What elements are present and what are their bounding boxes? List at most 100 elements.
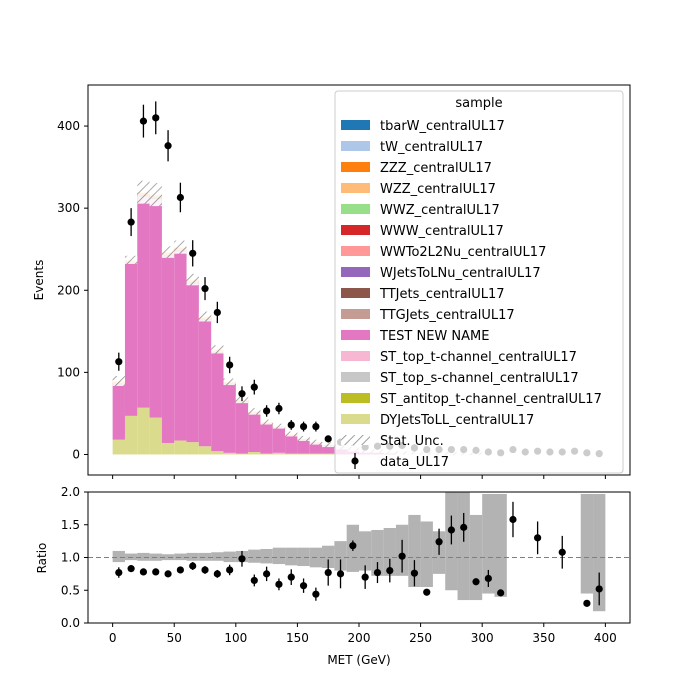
ratio-point-3 — [152, 568, 160, 576]
legend-entry-15-label: Stat. Unc. — [380, 434, 444, 449]
ratio-band-bin-0 — [112, 550, 125, 563]
ratio-band-bin-30 — [482, 493, 495, 594]
ratio-band-bin-1 — [124, 553, 138, 561]
legend-entry-11-swatch — [341, 351, 370, 361]
ratio-band-bin-21 — [371, 529, 384, 576]
ratio-band-bin-31 — [494, 493, 507, 597]
ratio-point-26 — [435, 538, 443, 546]
stat-unc-bin-12 — [260, 419, 273, 425]
data-point-16 — [312, 422, 320, 431]
legend-entry-13-swatch — [341, 393, 370, 403]
legend-box — [334, 90, 624, 474]
ratio-point-9 — [226, 566, 234, 574]
ratio-band-bin-22 — [383, 528, 396, 576]
ratio-band-bin-25 — [420, 521, 433, 587]
stat-unc-bin-9 — [223, 378, 236, 386]
ratio-point-11 — [250, 576, 258, 585]
ratio-band-bin-2 — [137, 552, 150, 561]
legend-entry-9-swatch — [341, 309, 370, 319]
x-tick-label-8: 400 — [594, 631, 617, 645]
legend-entry-11-label: ST_top_t-channel_centralUL17 — [380, 350, 577, 365]
legend-entry-5-swatch — [341, 225, 370, 235]
bar-test-new-name-5 — [174, 251, 187, 441]
y-tick-label-3: 300 — [57, 201, 80, 215]
data-point-0 — [115, 358, 123, 366]
legend-entry-12-label: ST_top_s-channel_centralUL17 — [380, 371, 579, 386]
legend-entry-8-swatch — [341, 288, 370, 298]
bar-dyjetstoll-centralul17-7 — [198, 446, 212, 455]
ratio-point-32 — [509, 515, 517, 524]
data-point-15 — [299, 422, 308, 431]
legend-entry-6-swatch — [341, 246, 370, 256]
stacked-bars — [112, 192, 495, 455]
bar-dyjetstoll-centralul17-10 — [235, 453, 249, 455]
ratio-point-31 — [497, 589, 505, 597]
ratio-point-22 — [386, 567, 394, 575]
ratio-point-12 — [263, 570, 271, 578]
ratio-point-36 — [595, 585, 603, 593]
stat-unc-bin-0 — [112, 376, 125, 386]
ratio-point-0 — [115, 568, 123, 577]
legend-entry-12-swatch — [341, 372, 370, 382]
bar-test-new-name-8 — [211, 353, 224, 452]
x-tick-label-5: 250 — [409, 631, 432, 645]
legend-entry-6-label: WWTo2L2Nu_centralUL17 — [380, 245, 546, 260]
bar-dyjetstoll-centralul17-8 — [211, 451, 224, 455]
legend-entry-2-swatch — [341, 162, 370, 172]
x-tick-label-0: 0 — [109, 631, 117, 645]
data-point-3 — [152, 114, 160, 122]
ratio-band-bin-9 — [223, 551, 236, 563]
legend-title: sample — [455, 96, 502, 111]
data-point-14 — [287, 421, 295, 429]
stat-unc-bin-7 — [198, 311, 212, 322]
legend-entry-10-swatch — [341, 330, 370, 340]
stat-unc-bin-8 — [211, 345, 224, 354]
ratio-y-axis-label: Ratio — [35, 543, 49, 574]
legend-entry-1-swatch — [341, 141, 370, 151]
ratio-point-24 — [410, 569, 419, 577]
bar-dyjetstoll-centralul17-3 — [149, 417, 162, 455]
bar-test-new-name-17 — [322, 445, 335, 454]
ratio-point-4 — [164, 570, 172, 578]
ratio-band-bin-24 — [408, 514, 421, 587]
stat-unc-bin-14 — [285, 431, 298, 437]
bar-dyjetstoll-centralul17-11 — [248, 452, 261, 455]
ratio-band-bin-28 — [457, 492, 470, 601]
bar-test-new-name-2 — [137, 196, 150, 408]
bar-dyjetstoll-centralul17-12 — [260, 453, 273, 455]
x-tick-label-3: 150 — [286, 631, 309, 645]
stat-unc-bin-11 — [248, 408, 261, 415]
ratio-unc-band — [112, 492, 606, 612]
legend-entry-5-label: WWW_centralUL17 — [380, 224, 504, 239]
bar-test-new-name-0 — [112, 384, 125, 440]
ratio-point-35 — [583, 599, 591, 607]
bar-dyjetstoll-centralul17-5 — [174, 440, 187, 455]
bar-test-new-name-7 — [198, 320, 212, 447]
x-tick-label-2: 100 — [224, 631, 247, 645]
x-axis-label: MET (GeV) — [327, 653, 390, 667]
ratio-band-bin-11 — [248, 549, 261, 563]
data-point-5 — [176, 193, 184, 202]
data-point-17 — [324, 435, 332, 443]
legend-entry-7-label: WJetsToLNu_centralUL17 — [380, 266, 541, 281]
ratio-band-bin-14 — [285, 547, 298, 566]
ratio-point-33 — [534, 534, 542, 542]
ratio-band-bin-5 — [174, 553, 187, 561]
ratio-x-axis-ticks: 0 50 100 150 200 250 300 350 400 — [109, 623, 617, 645]
stat-unc-bin-6 — [186, 273, 199, 286]
ratio-band-bin-12 — [260, 548, 273, 564]
ratio-point-25 — [423, 588, 431, 596]
y-axis-ticks: 0 100 200 300 400 — [57, 119, 88, 461]
legend-entry-13-label: ST_antitop_t-channel_centralUL17 — [380, 392, 602, 407]
ratio-y-tick-label-0: 0.0 — [61, 616, 80, 630]
legend-entry-4-swatch — [341, 204, 370, 214]
ratio-band-bin-8 — [211, 552, 224, 561]
stat-unc-bin-2 — [137, 180, 150, 204]
data-point-10 — [238, 390, 246, 398]
x-tick-label-6: 300 — [471, 631, 494, 645]
legend-entry-16-label: data_UL17 — [380, 455, 449, 470]
bar-test-new-name-10 — [235, 402, 249, 454]
bar-test-new-name-4 — [161, 256, 175, 443]
y-tick-label-1: 100 — [57, 365, 80, 379]
ratio-point-5 — [176, 566, 184, 574]
